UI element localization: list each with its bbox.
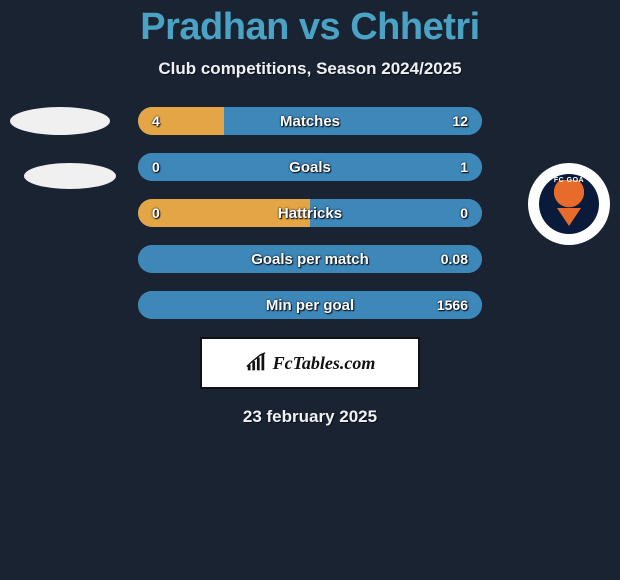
stat-row: Goals per match0.08 <box>138 245 482 273</box>
date-text: 23 february 2025 <box>0 407 620 427</box>
stat-bar-overlay: 4Matches12 <box>138 107 482 135</box>
stat-label: Min per goal <box>138 297 482 314</box>
stat-row: 0Goals1 <box>138 153 482 181</box>
stat-bar-overlay: Min per goal1566 <box>138 291 482 319</box>
brand-text: FcTables.com <box>273 353 376 374</box>
page-title: Pradhan vs Chhetri <box>0 0 620 49</box>
stat-label: Goals <box>138 159 482 176</box>
stat-bar-overlay: Goals per match0.08 <box>138 245 482 273</box>
stat-bar-overlay: 0Goals1 <box>138 153 482 181</box>
stat-row: 4Matches12 <box>138 107 482 135</box>
brand-box: FcTables.com <box>200 337 420 389</box>
stat-label: Goals per match <box>138 251 482 268</box>
page-subtitle: Club competitions, Season 2024/2025 <box>0 59 620 79</box>
comparison-infographic: Pradhan vs Chhetri Club competitions, Se… <box>0 0 620 580</box>
stat-rows: 4Matches12 0Goals1 0Hattricks0 Goals per ma… <box>0 107 620 319</box>
stat-label: Matches <box>138 113 482 130</box>
stat-bar-overlay: 0Hattricks0 <box>138 199 482 227</box>
content-area: FC GOA 4Matches120Goals10Hattricks0Goals… <box>0 107 620 427</box>
stat-row: 0Hattricks0 <box>138 199 482 227</box>
bar-chart-icon <box>245 352 267 374</box>
stat-row: Min per goal1566 <box>138 291 482 319</box>
stat-label: Hattricks <box>138 205 482 222</box>
